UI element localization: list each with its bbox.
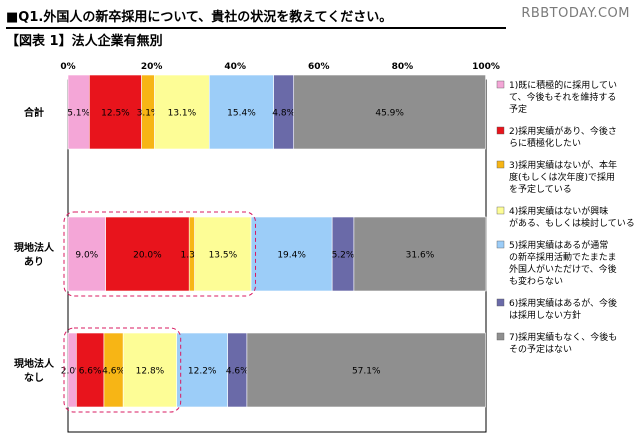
data-label: 3.1% (137, 109, 160, 119)
x-tick-label: 80% (392, 62, 414, 72)
legend-label: 5)採用実績はあるが通常 (509, 239, 608, 251)
legend-swatch (496, 240, 505, 249)
chart-subtitle: 【図表 1】法人企業有無別 (6, 34, 163, 49)
data-label: 4.6% (102, 367, 125, 377)
legend-swatch (496, 160, 505, 169)
legend-swatch (496, 206, 505, 215)
data-label: 45.9% (375, 109, 404, 119)
site-watermark: RBBTODAY.COM (521, 6, 630, 21)
bar-segment (122, 332, 177, 408)
highlight-box (63, 211, 257, 297)
x-tick-label: 40% (224, 62, 246, 72)
chart-title: ■Q1.外国人の新卒採用について、貴社の状況を教えてください。 (6, 6, 506, 29)
data-label: 12.5% (101, 109, 130, 119)
legend-label: 外国人がいただけで、今後 (509, 263, 617, 275)
legend-swatch (496, 126, 505, 135)
bar-segment (176, 332, 228, 408)
legend-label: を予定している (509, 183, 572, 195)
data-label: 20.0% (133, 251, 162, 261)
data-label: 15.4% (227, 109, 256, 119)
data-label: 13.1% (168, 109, 197, 119)
category-label: 合計 (23, 106, 44, 119)
highlight-box (63, 327, 182, 413)
bar-segment (76, 332, 105, 408)
legend-label: 予定 (509, 103, 527, 115)
legend-label: 3)採用実績はないが、本年 (509, 159, 617, 171)
legend-label: 度(もしくは次年度)で採用 (509, 171, 615, 183)
legend-label: て、今後もそれを維持する (509, 91, 616, 103)
data-label: 31.6% (406, 251, 435, 261)
data-label: 13.5% (209, 251, 238, 261)
data-label: 12.2% (188, 367, 217, 377)
bar-segment (208, 74, 274, 150)
legend-swatch (496, 80, 505, 89)
data-label: 9.0% (75, 251, 98, 261)
x-tick-label: 20% (141, 62, 163, 72)
legend-label: は採用しない方針 (509, 309, 581, 321)
legend-label: 1)既に積極的に採用してい (509, 79, 617, 91)
category-label: 現地法人 (14, 241, 55, 254)
bar-segment (67, 216, 106, 292)
data-label: 2.0% (61, 367, 84, 377)
data-label: 4.8% (272, 109, 295, 119)
bar-segment (353, 216, 487, 292)
legend-label: 6)採用実績はあるが、今後 (509, 297, 617, 309)
legend-label: がある、もしくは検討している (509, 217, 635, 229)
x-tick-label: 100% (472, 62, 500, 72)
legend-label: の新卒採用活動でたまたま (509, 251, 616, 263)
legend-label: その予定はない (509, 343, 572, 355)
legend-label: らに積極化したい (509, 137, 581, 149)
data-label: 12.8% (136, 367, 165, 377)
bar-segment (154, 74, 210, 150)
legend-swatch (496, 298, 505, 307)
data-label: 5.2% (332, 251, 355, 261)
bar-segment (246, 332, 486, 408)
x-tick-label: 60% (308, 62, 330, 72)
category-label: なし (24, 372, 44, 384)
x-tick-label: 0% (60, 62, 75, 72)
legend-label: 4)採用実績はないが興味 (509, 205, 608, 217)
bar-segment (250, 216, 333, 292)
bar-segment (105, 216, 190, 292)
data-label: 5.1% (67, 109, 90, 119)
category-label: 現地法人 (14, 357, 55, 370)
data-label: 4.6% (226, 367, 249, 377)
data-label: 6.6% (79, 367, 102, 377)
legend-swatch (496, 332, 505, 341)
data-label: 57.1% (352, 367, 381, 377)
legend-label: 2)採用実績があり、今後さ (509, 125, 617, 137)
legend-label: 7)採用実績もなく、今後も (509, 331, 617, 343)
bar-segment (89, 74, 142, 150)
category-label: あり (24, 255, 44, 268)
data-label: 19.4% (277, 251, 306, 261)
bar-segment (293, 74, 486, 150)
data-label: 1.3% (180, 251, 203, 261)
legend-label: も変わらない (509, 275, 563, 287)
